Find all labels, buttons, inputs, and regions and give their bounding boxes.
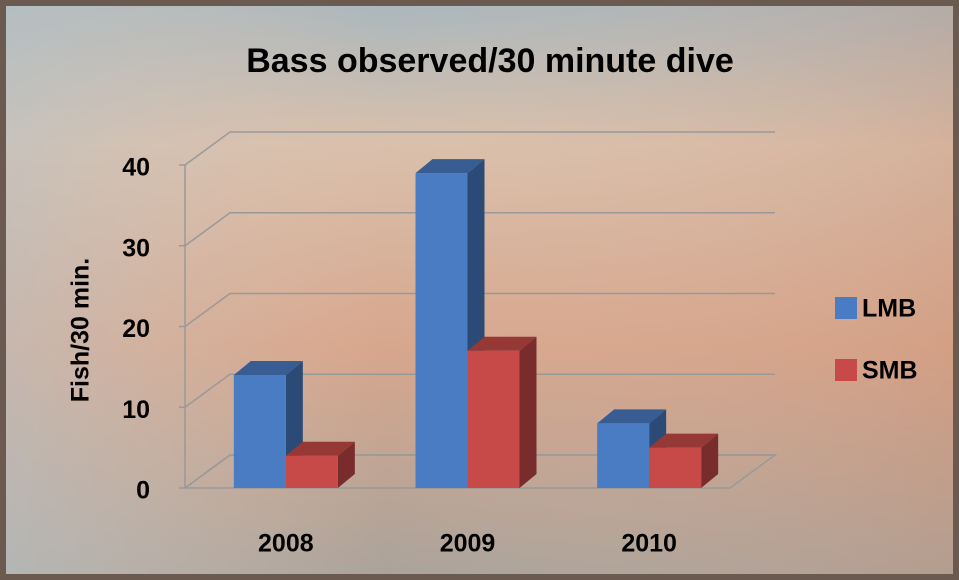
grid-line [184, 131, 775, 166]
legend-label: SMB [862, 357, 918, 385]
y-tick-label: 40 [122, 154, 150, 182]
bar-face [649, 447, 702, 488]
bar-face [597, 409, 667, 424]
y-tick-label: 10 [122, 396, 150, 424]
legend-swatch [835, 359, 857, 381]
bar-face [233, 374, 286, 488]
bar-face [701, 433, 719, 488]
chart-title: Bass observed/30 minute dive [246, 42, 734, 80]
y-tick-label: 0 [136, 477, 150, 505]
bar [467, 336, 537, 488]
bar-face [467, 336, 537, 351]
bar-face [337, 441, 355, 488]
bar-face [415, 159, 485, 174]
bar-face [649, 433, 719, 448]
y-tick-label: 20 [122, 315, 150, 343]
bar [285, 441, 355, 488]
grid-line [184, 454, 775, 489]
bar-face [597, 423, 650, 488]
grid-line [184, 212, 775, 247]
legend-label: LMB [862, 295, 916, 323]
bar-face [233, 360, 303, 375]
grid-line [184, 292, 775, 328]
bar-face [285, 455, 338, 488]
x-tick-label: 2009 [440, 530, 496, 558]
bar-face [519, 336, 537, 488]
y-tick-label: 30 [122, 234, 150, 262]
bar [233, 360, 303, 488]
bar-face [285, 441, 355, 456]
bar-face [415, 173, 468, 488]
x-tick-label: 2008 [258, 530, 314, 558]
bar [649, 433, 719, 488]
y-axis-label: Fish/30 min. [67, 258, 95, 402]
bar-face [467, 350, 520, 488]
grid-line [184, 373, 775, 408]
x-tick-label: 2010 [621, 530, 677, 558]
legend-swatch [835, 297, 857, 319]
